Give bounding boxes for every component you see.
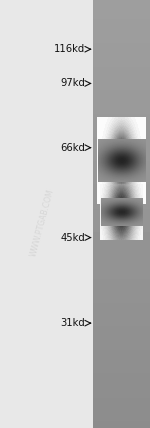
Text: 97kd: 97kd — [61, 78, 85, 89]
Text: 66kd: 66kd — [61, 143, 85, 153]
Text: 45kd: 45kd — [61, 232, 86, 243]
Text: 116kd: 116kd — [54, 44, 86, 54]
Text: WWW.PTGAB.COM: WWW.PTGAB.COM — [29, 188, 55, 257]
Text: 31kd: 31kd — [61, 318, 86, 328]
